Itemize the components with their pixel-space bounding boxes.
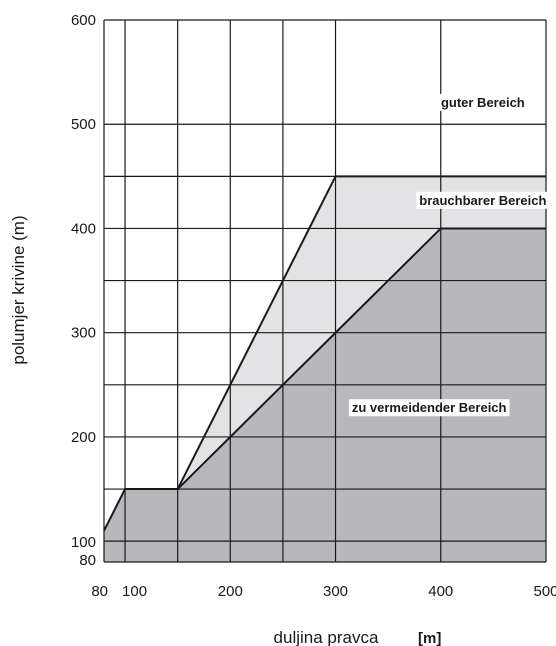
zone-label-bg — [348, 399, 510, 417]
x-tick-label: 400 — [428, 583, 453, 600]
zone-label: guter Bereich — [441, 95, 525, 110]
y-axis-title: polumjer krivine (m) — [9, 215, 28, 364]
x-tick-label: 100 — [122, 583, 147, 600]
boundary-lines — [103, 175, 546, 532]
lower-boundary-line — [176, 227, 546, 490]
y-tick-label: 600 — [71, 12, 96, 29]
x-tick-label: 80 — [91, 583, 108, 600]
y-tick-label: 200 — [71, 429, 96, 446]
x-tick-label: 500 — [533, 583, 556, 600]
zone-label-bg — [437, 93, 528, 111]
y-tick-label: 80 — [79, 552, 96, 569]
y-tick-label: 400 — [71, 220, 96, 237]
x-tick-label: 200 — [218, 583, 243, 600]
x-axis-title: duljina pravca — [274, 628, 379, 646]
y-tick-label: 100 — [71, 534, 96, 551]
zone-labels: guter Bereich brauchbarer Bereich zu verme… — [348, 93, 550, 417]
zone-label-bg — [416, 191, 550, 209]
regions — [104, 176, 546, 562]
y-tick-label: 300 — [71, 325, 96, 342]
zone-label: zu vermeidender Bereich — [352, 400, 507, 415]
x-tick-labels: 80 100 200 300 400 500 — [91, 583, 556, 600]
y-tick-label: 500 — [71, 116, 96, 133]
zone-label: brauchbarer Bereich — [419, 193, 546, 208]
x-tick-label: 300 — [323, 583, 348, 600]
region-zu-vermeidender-bereich — [104, 228, 546, 562]
x-axis-unit: [m] — [418, 630, 441, 646]
grid — [103, 19, 547, 563]
